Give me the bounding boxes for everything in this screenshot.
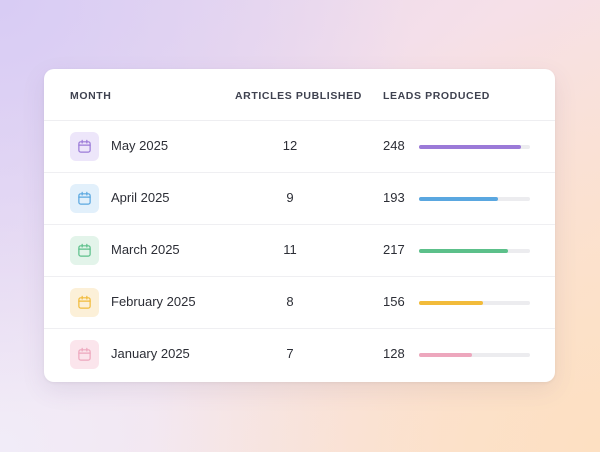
calendar-icon-box bbox=[70, 340, 99, 369]
leads-table-card: MONTH ARTICLES PUBLISHED LEADS PRODUCED … bbox=[44, 69, 555, 382]
month-label: April 2025 bbox=[111, 190, 170, 205]
leads-count: 217 bbox=[383, 242, 405, 257]
table-row[interactable]: January 2025 7 128 bbox=[44, 329, 555, 380]
leads-progress-bar bbox=[419, 145, 530, 149]
calendar-icon bbox=[78, 347, 91, 361]
table-row[interactable]: April 2025 9 193 bbox=[44, 173, 555, 225]
column-header-month[interactable]: MONTH bbox=[70, 90, 112, 102]
articles-count: 11 bbox=[283, 242, 297, 257]
leads-count: 248 bbox=[383, 138, 405, 153]
calendar-icon-box bbox=[70, 184, 99, 213]
calendar-icon bbox=[78, 295, 91, 309]
leads-progress-fill bbox=[419, 301, 484, 305]
table-row[interactable]: February 2025 8 156 bbox=[44, 277, 555, 329]
calendar-icon-box bbox=[70, 236, 99, 265]
leads-count: 193 bbox=[383, 190, 405, 205]
calendar-icon bbox=[78, 139, 91, 153]
articles-count: 9 bbox=[286, 190, 294, 205]
leads-progress-fill bbox=[419, 249, 509, 253]
articles-count: 7 bbox=[286, 346, 294, 361]
articles-count: 8 bbox=[286, 294, 294, 309]
table-row[interactable]: May 2025 12 248 bbox=[44, 121, 555, 173]
column-header-articles[interactable]: ARTICLES PUBLISHED bbox=[235, 90, 362, 102]
leads-progress-fill bbox=[419, 353, 472, 357]
table-row[interactable]: March 2025 11 217 bbox=[44, 225, 555, 277]
calendar-icon-box bbox=[70, 132, 99, 161]
leads-progress-fill bbox=[419, 145, 521, 149]
calendar-icon-box bbox=[70, 288, 99, 317]
leads-progress-bar bbox=[419, 353, 530, 357]
month-label: February 2025 bbox=[111, 294, 196, 309]
month-label: March 2025 bbox=[111, 242, 180, 257]
leads-count: 128 bbox=[383, 346, 405, 361]
leads-progress-fill bbox=[419, 197, 499, 201]
table-header: MONTH ARTICLES PUBLISHED LEADS PRODUCED bbox=[44, 69, 555, 121]
leads-count: 156 bbox=[383, 294, 405, 309]
leads-progress-bar bbox=[419, 197, 530, 201]
column-header-leads[interactable]: LEADS PRODUCED bbox=[383, 90, 490, 102]
leads-progress-bar bbox=[419, 249, 530, 253]
calendar-icon bbox=[78, 191, 91, 205]
calendar-icon bbox=[78, 243, 91, 257]
leads-progress-bar bbox=[419, 301, 530, 305]
month-label: May 2025 bbox=[111, 138, 169, 153]
articles-count: 12 bbox=[282, 138, 298, 153]
month-label: January 2025 bbox=[111, 346, 190, 361]
